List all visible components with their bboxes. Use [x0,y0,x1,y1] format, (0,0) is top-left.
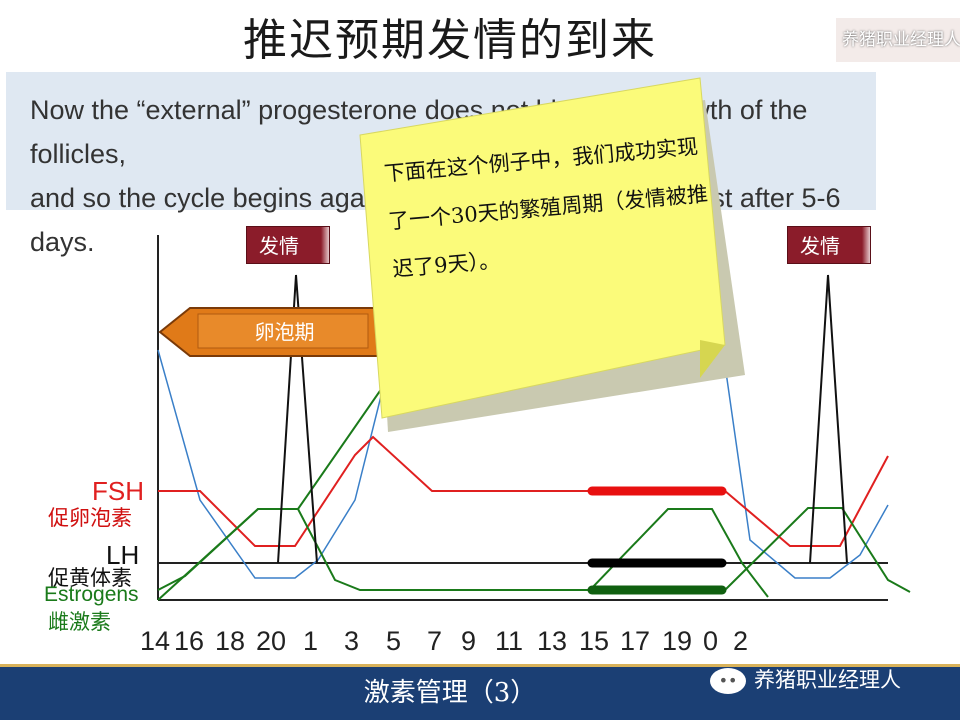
tick-8: 9 [461,626,477,656]
footer-title: 激素管理（3） [363,678,537,708]
tick-3: 20 [256,626,287,656]
lh-label: LH [106,540,140,570]
lh-cn-label: 促黄体素 [48,566,132,590]
tick-5: 3 [344,626,360,656]
wechat-icon: •• [710,668,746,694]
fsh-label: FSH [92,476,144,506]
tick-10: 13 [537,626,568,656]
tick-7: 7 [427,626,443,656]
watermark-top: 养猪职业经理人 [836,18,960,62]
estrogen-cross-line [157,387,383,601]
tick-13: 19 [662,626,693,656]
fsh-cn-label: 促卵泡素 [48,506,132,530]
tick-4: 1 [303,626,319,656]
tick-6: 5 [386,626,402,656]
sticky-note-curl [700,340,725,378]
tick-0: 14 [140,626,171,656]
estrus-label-right: 发情 [787,226,871,264]
follicular-phase-label: 卵泡期 [254,320,315,344]
estrogen-line-2 [724,507,911,593]
watermark-bottom-text: 养猪职业经理人 [754,668,901,692]
tick-2: 18 [215,626,246,656]
watermark-bottom: •• 养猪职业经理人 [710,664,901,694]
estrus-label-left-text: 发情 [259,234,299,258]
estrus-label-left: 发情 [246,226,330,264]
estrogen-line [157,508,769,598]
page-title: 推迟预期发情的到来 [243,15,657,66]
tick-1: 16 [174,626,205,656]
tick-15: 2 [733,626,749,656]
lh-peak-left [277,274,318,564]
tick-11: 15 [579,626,610,656]
tick-14: 0 [703,626,719,656]
fsh-line [158,435,889,547]
estrus-label-right-text: 发情 [800,234,840,258]
estrogen-label: Estrogens [44,583,139,606]
estrogen-cn-label: 雌激素 [48,610,111,634]
tick-12: 17 [620,626,651,656]
lh-peak-right [809,274,848,564]
tick-9: 11 [495,626,524,656]
sticky-note-text: 下面在这个例子中，我们成功实现了一个30天的繁殖周期（发情被推迟了9天）。 [383,134,709,282]
footer-bar [0,664,960,720]
